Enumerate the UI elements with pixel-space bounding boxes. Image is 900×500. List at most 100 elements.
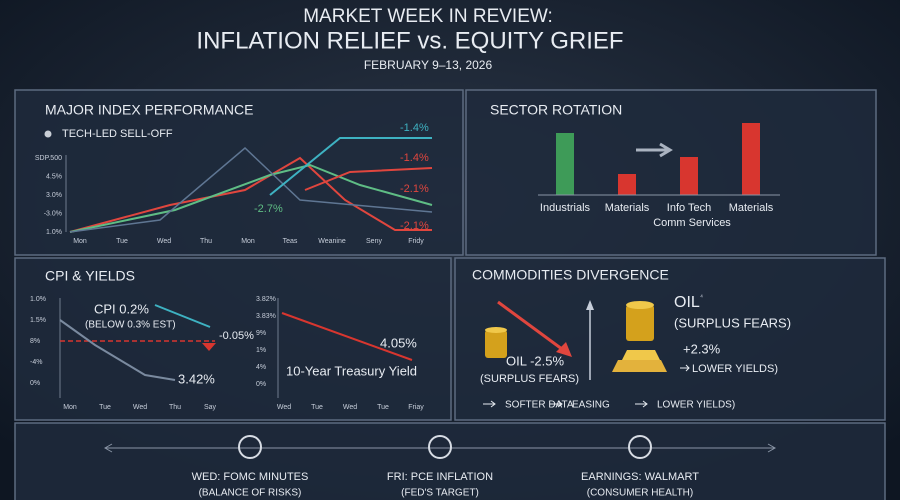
arrow	[635, 400, 648, 408]
y-tick-label: 1%	[256, 347, 266, 354]
panel-title: SECTOR ROTATION	[490, 102, 622, 118]
panel	[454, 257, 886, 421]
event-note: (CONSUMER HEALTH)	[587, 488, 693, 499]
x-tick-label: Wed	[157, 238, 171, 245]
y-tick-label: -3.0%	[44, 210, 62, 217]
panel-title: MAJOR INDEX PERFORMANCE	[45, 102, 253, 118]
oil-change-note: (SURPLUS FEARS)	[480, 373, 579, 385]
oil-barrel	[626, 301, 654, 341]
gold-note: LOWER YIELDS)	[692, 363, 778, 375]
line	[281, 312, 413, 361]
end-label: 3.42%	[178, 371, 215, 386]
y-tick-label: 1.0%	[30, 296, 46, 303]
bar	[742, 123, 760, 195]
oil-note: (SURPLUS FEARS)	[674, 315, 791, 330]
oil-barrel	[485, 327, 507, 358]
icon	[428, 435, 452, 459]
x-tick-label: Materials	[605, 202, 650, 214]
line	[59, 319, 176, 381]
x-tick-label: Materials	[729, 202, 774, 214]
flow-step: LOWER YIELDS)	[657, 400, 735, 411]
bar	[618, 174, 636, 195]
oil-title: OIL	[674, 294, 700, 311]
oil-sup: ⁴	[700, 294, 703, 301]
note: Comm Services	[653, 217, 731, 229]
event-title: FRI: PCE INFLATION	[387, 471, 493, 483]
arrow	[680, 364, 690, 372]
legend: TECH-LED SELL-OFF	[62, 128, 173, 140]
yield-value: 4.05%	[380, 335, 417, 350]
arrow	[497, 300, 567, 354]
y-tick-label: 0%	[30, 380, 40, 387]
value-label: -2.1%	[400, 220, 429, 232]
change-label: -0.05%	[219, 330, 254, 342]
y-tick-label: 0%	[256, 381, 266, 388]
x-tick-label: Info Tech	[667, 202, 711, 214]
x-tick-label: Thu	[169, 404, 181, 411]
y-tick-label: 8%	[30, 338, 40, 345]
oil-change: OIL -2.5%	[506, 353, 564, 368]
bar	[556, 133, 574, 195]
x-tick-label: Thu	[200, 238, 212, 245]
x-tick-label: Tue	[311, 404, 323, 411]
line	[154, 304, 211, 328]
y-tick-label: 3.0%	[46, 192, 62, 199]
icon	[628, 435, 652, 459]
x-tick-label: Fridy	[408, 238, 424, 245]
cpi-note: (BELOW 0.3% EST)	[85, 320, 176, 331]
subtitle: INFLATION RELIEF vs. EQUITY GRIEF	[196, 27, 623, 54]
y-tick-label: 1.5%	[30, 317, 46, 324]
icon	[238, 435, 262, 459]
y-tick-label: 9%	[256, 330, 266, 337]
x-tick-label: Tue	[99, 404, 111, 411]
x-tick-label: Tue	[116, 238, 128, 245]
panel-title: COMMODITIES DIVERGENCE	[472, 267, 669, 283]
y-tick-label: -4%	[30, 359, 42, 366]
panel	[14, 422, 886, 500]
value-label: -1.4%	[400, 122, 429, 134]
x-tick-label: Wed	[277, 404, 291, 411]
y-tick-label: 3.83%	[256, 313, 276, 320]
x-tick-label: Teas	[283, 238, 298, 245]
line	[69, 163, 433, 233]
value-label: -2.1%	[400, 183, 429, 195]
x-tick-label: Seny	[366, 238, 382, 245]
arrow	[636, 142, 673, 158]
arrow-head	[586, 300, 594, 310]
line	[269, 137, 432, 196]
x-tick-label: Mon	[63, 404, 77, 411]
value-label: -2.7%	[254, 203, 283, 215]
panel-title: CPI & YIELDS	[45, 268, 135, 284]
arrow-head	[556, 342, 572, 357]
bar	[680, 157, 698, 195]
arrow	[550, 400, 563, 408]
gold-bars	[612, 350, 667, 372]
down-arrow	[202, 343, 216, 351]
date: FEBRUARY 9–13, 2026	[364, 58, 493, 72]
x-tick-label: Industrials	[540, 202, 591, 214]
y-tick-label: 4%	[256, 364, 266, 371]
x-tick-label: Mon	[241, 238, 255, 245]
event-note: (BALANCE OF RISKS)	[199, 488, 302, 499]
x-tick-label: Say	[204, 404, 217, 411]
y-tick-label: SDP.500	[35, 155, 62, 162]
line	[304, 167, 433, 191]
x-tick-label: Wed	[343, 404, 357, 411]
x-tick-label: Tue	[377, 404, 389, 411]
panel	[465, 89, 877, 256]
legend-dot	[44, 130, 52, 138]
arrow	[483, 400, 496, 408]
line	[69, 156, 432, 233]
x-tick-label: Mon	[73, 238, 87, 245]
y-tick-label: 4.5%	[46, 173, 62, 180]
flow-step: EASING	[572, 400, 610, 411]
y-tick-label: 3.82%	[256, 296, 276, 303]
x-tick-label: Friay	[408, 404, 424, 411]
event-title: WED: FOMC MINUTES	[192, 471, 309, 483]
value-label: -1.4%	[400, 152, 429, 164]
event-title: EARNINGS: WALMART	[581, 471, 699, 483]
event-note: (FED'S TARGET)	[401, 488, 479, 499]
cpi-label: CPI 0.2%	[94, 301, 149, 316]
flow-step: SOFTER DATA	[505, 400, 574, 411]
